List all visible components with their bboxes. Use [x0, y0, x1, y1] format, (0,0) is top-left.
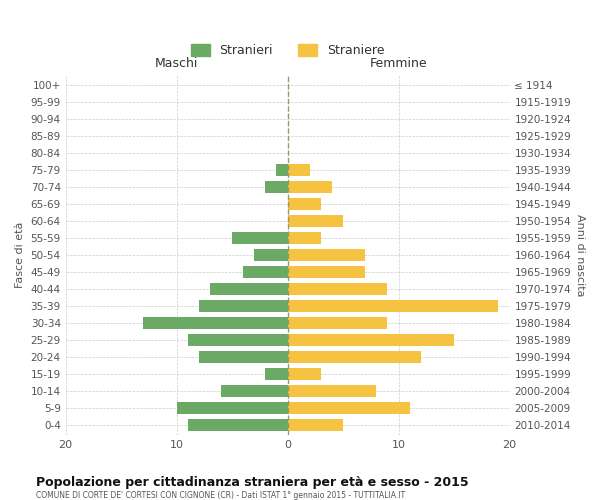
Bar — [287, 282, 388, 296]
Y-axis label: Fasce di età: Fasce di età — [15, 222, 25, 288]
Bar — [254, 248, 287, 262]
Bar — [287, 198, 321, 210]
Y-axis label: Anni di nascita: Anni di nascita — [575, 214, 585, 296]
Bar — [287, 232, 321, 244]
Text: Maschi: Maschi — [155, 57, 199, 70]
Legend: Stranieri, Straniere: Stranieri, Straniere — [185, 38, 391, 64]
Bar — [287, 334, 454, 346]
Bar — [221, 384, 287, 398]
Bar — [210, 282, 287, 296]
Bar — [287, 350, 421, 364]
Bar — [287, 164, 310, 176]
Bar — [188, 418, 287, 432]
Bar — [232, 232, 287, 244]
Bar — [287, 248, 365, 262]
Bar — [265, 368, 287, 380]
Bar — [287, 180, 332, 194]
Bar — [176, 402, 287, 414]
Bar — [199, 300, 287, 312]
Bar — [243, 266, 287, 278]
Bar — [277, 164, 287, 176]
Bar — [287, 266, 365, 278]
Bar — [287, 418, 343, 432]
Bar — [287, 384, 376, 398]
Bar — [143, 316, 287, 330]
Bar — [287, 214, 343, 228]
Text: Femmine: Femmine — [370, 57, 427, 70]
Bar — [287, 402, 410, 414]
Bar — [199, 350, 287, 364]
Bar — [287, 316, 388, 330]
Bar — [265, 180, 287, 194]
Text: Popolazione per cittadinanza straniera per età e sesso - 2015: Popolazione per cittadinanza straniera p… — [36, 476, 469, 489]
Text: COMUNE DI CORTE DE' CORTESI CON CIGNONE (CR) - Dati ISTAT 1° gennaio 2015 - TUTT: COMUNE DI CORTE DE' CORTESI CON CIGNONE … — [36, 490, 405, 500]
Bar — [287, 300, 499, 312]
Bar — [188, 334, 287, 346]
Bar — [287, 368, 321, 380]
